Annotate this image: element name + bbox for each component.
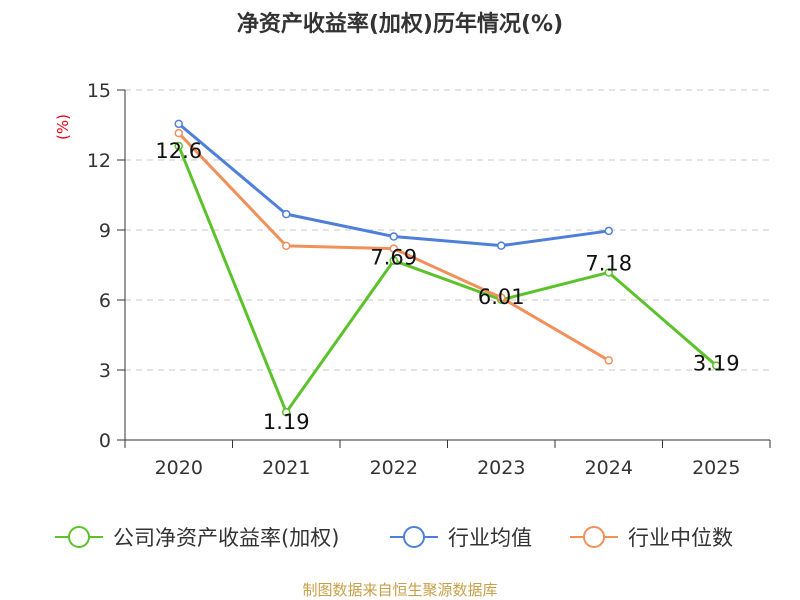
legend-label-0: 公司净资产收益率(加权) — [113, 526, 339, 550]
x-tick-label-2021: 2021 — [262, 457, 310, 479]
legend-marker-0 — [68, 526, 90, 548]
point-1-2022 — [389, 232, 398, 241]
data-label-2024: 7.18 — [585, 251, 632, 275]
x-tick-label-2022: 2022 — [370, 457, 418, 479]
data-label-2021: 1.19 — [263, 410, 310, 434]
point-0-2022 — [389, 256, 398, 265]
point-1-2023 — [497, 241, 506, 250]
point-1-2024 — [604, 226, 613, 236]
point-0-2024 — [604, 268, 613, 277]
point-2-2020 — [174, 128, 183, 138]
point-0-2025 — [712, 361, 721, 370]
series-layer — [174, 119, 721, 417]
data-label-2022: 7.69 — [370, 246, 417, 270]
point-0-2021 — [282, 407, 291, 417]
legend-marker-2 — [583, 526, 605, 548]
y-tick-label-0: 0 — [99, 430, 111, 452]
legend: 公司净资产收益率(加权) 行业均值 行业中位数 — [55, 526, 733, 550]
series-line-0 — [177, 145, 718, 414]
point-2-2021 — [282, 241, 291, 251]
point-2-2023 — [497, 293, 506, 302]
point-0-2020 — [174, 141, 183, 151]
legend-marker-1 — [403, 526, 425, 548]
point-2-2022 — [389, 244, 398, 253]
gridlines — [125, 89, 770, 371]
y-tick-label-12: 12 — [87, 150, 111, 172]
legend-label-2: 行业中位数 — [628, 526, 733, 550]
point-1-2020 — [174, 119, 183, 129]
chart-title: 净资产收益率(加权)历年情况(%) — [237, 11, 563, 37]
x-tick-label-2020: 2020 — [155, 457, 203, 479]
y-tick-label-3: 3 — [99, 360, 111, 382]
y-tick-label-6: 6 — [99, 290, 111, 312]
x-tick-label-2025: 2025 — [692, 457, 740, 479]
footer-source: 制图数据来自恒生聚源数据库 — [302, 581, 497, 599]
legend-label-1: 行业均值 — [448, 526, 532, 550]
y-tick-label-15: 15 — [87, 80, 111, 102]
x-tick-label-2023: 2023 — [477, 457, 525, 479]
data-label-2023: 6.01 — [478, 285, 525, 309]
x-tick-label-2024: 2024 — [585, 457, 633, 479]
point-2-2024 — [604, 356, 613, 365]
data-labels: 12.6 1.19 7.69 6.01 7.18 3.19 — [155, 139, 739, 434]
data-label-2025: 3.19 — [693, 352, 740, 376]
y-axis-unit: (%) — [54, 114, 72, 140]
series-line-1 — [177, 122, 609, 248]
point-1-2021 — [282, 209, 291, 219]
data-label-2020: 12.6 — [155, 139, 202, 163]
axes: 0 3 6 9 12 15 2020 2021 2022 2023 2024 2025 — [87, 80, 771, 479]
y-tick-label-9: 9 — [99, 220, 111, 242]
